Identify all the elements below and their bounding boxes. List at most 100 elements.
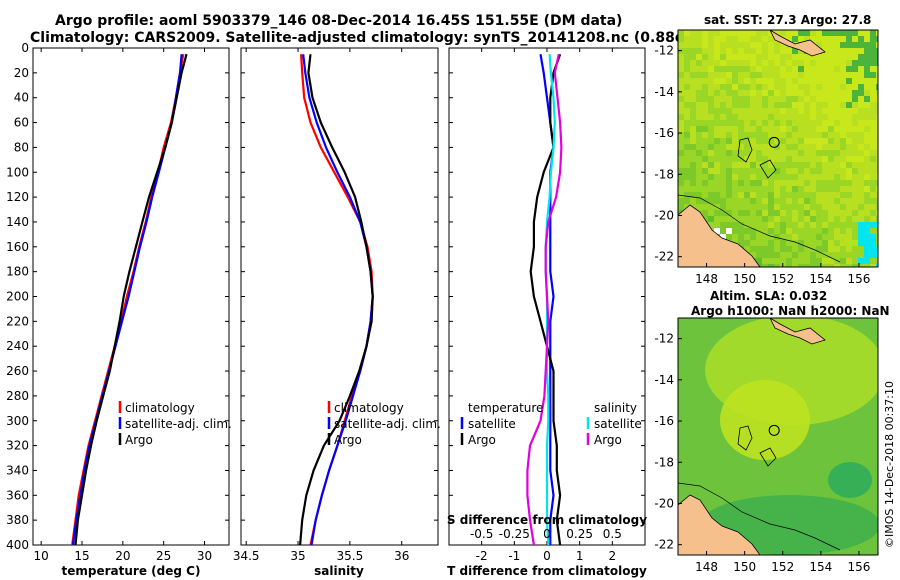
sst-cell [810, 180, 816, 186]
sst-cell [786, 36, 792, 42]
sst-cell [708, 30, 714, 36]
sst-cell [762, 96, 768, 102]
sst-cell [726, 108, 732, 114]
map-x-tick-label: 154 [809, 272, 832, 286]
sst-cell [798, 162, 804, 168]
map-x-tick-label: 148 [695, 272, 718, 286]
sst-cell [720, 222, 726, 228]
sla-map-frame [677, 317, 879, 556]
sst-cell [744, 240, 750, 246]
sst-cell [714, 228, 720, 234]
sst-cell [822, 246, 828, 252]
sst-cell [876, 222, 878, 228]
sst-cell [870, 246, 876, 252]
sst-cell [678, 174, 684, 180]
temperature-panel [32, 47, 230, 546]
x-tick-label: 20 [115, 549, 130, 563]
sst-cell [786, 30, 792, 36]
sst-cell [780, 156, 786, 162]
sst-cell [702, 96, 708, 102]
sst-cell [732, 228, 738, 234]
sst-cell [774, 186, 780, 192]
sst-cell [864, 66, 870, 72]
sst-cell [744, 90, 750, 96]
sst-cell [690, 180, 696, 186]
sst-cell [822, 174, 828, 180]
sst-cell [762, 216, 768, 222]
sst-cell [810, 114, 816, 120]
sst-cell [678, 60, 684, 66]
sst-cell [822, 168, 828, 174]
sst-cell [696, 144, 702, 150]
sst-cell [696, 102, 702, 108]
salinity-series-group [299, 54, 374, 545]
sst-cell [708, 78, 714, 84]
sst-cell [732, 222, 738, 228]
map-y-tick-label: -18 [654, 455, 674, 469]
sst-cell [876, 114, 878, 120]
sst-cell [696, 150, 702, 156]
sst-cell [828, 60, 834, 66]
sst-cell [702, 60, 708, 66]
sst-cell [828, 108, 834, 114]
sst-cell [714, 198, 720, 204]
sst-cell [852, 246, 858, 252]
sst-cell [870, 72, 876, 78]
sst-cell [798, 54, 804, 60]
sst-cell [732, 126, 738, 132]
sst-cell [684, 78, 690, 84]
sst-cell [876, 240, 878, 246]
sst-cell [678, 120, 684, 126]
sst-cell [852, 90, 858, 96]
sst-cell [792, 234, 798, 240]
sst-cell [816, 246, 822, 252]
difference-legend-temperature: temperature satellite Argo [460, 401, 543, 447]
sst-cell [708, 36, 714, 42]
sst-cell [780, 66, 786, 72]
sst-cell [702, 126, 708, 132]
sst-cell [810, 108, 816, 114]
sst-cell [726, 150, 732, 156]
sst-cell [822, 78, 828, 84]
sst-cell [786, 66, 792, 72]
sst-cell [858, 150, 864, 156]
sst-cell [846, 258, 852, 264]
sst-cell [738, 60, 744, 66]
sst-cell [678, 84, 684, 90]
sst-cell [738, 54, 744, 60]
sst-cell [744, 132, 750, 138]
sst-cell [750, 252, 756, 258]
sst-cell [780, 216, 786, 222]
sst-cell [708, 216, 714, 222]
sst-cell [840, 216, 846, 222]
sst-cell [780, 96, 786, 102]
sst-cell [804, 60, 810, 66]
sst-cell [726, 198, 732, 204]
sst-cell [696, 84, 702, 90]
sst-cell [750, 54, 756, 60]
sst-cell [756, 30, 762, 36]
sst-cell [780, 30, 786, 36]
sst-cell [834, 66, 840, 72]
sst-cell [792, 132, 798, 138]
sst-cell [762, 126, 768, 132]
map-y-tick-label: -18 [654, 167, 674, 181]
sst-cell [876, 150, 878, 156]
sst-cell [852, 102, 858, 108]
y-tick-label: 280 [6, 389, 29, 403]
sst-cell [762, 72, 768, 78]
sst-cell [858, 234, 864, 240]
sst-cell [822, 258, 828, 264]
sst-cell [726, 168, 732, 174]
sst-cell [786, 174, 792, 180]
sst-cell [828, 126, 834, 132]
sst-cell [870, 66, 876, 72]
sst-cell [840, 246, 846, 252]
sst-cell [726, 78, 732, 84]
sst-cell [714, 36, 720, 42]
sst-cell [702, 174, 708, 180]
sst-cell [774, 84, 780, 90]
sst-cell [864, 246, 870, 252]
x-tick-label: 0.5 [603, 527, 622, 541]
x-tick-label: -0.5 [470, 527, 493, 541]
